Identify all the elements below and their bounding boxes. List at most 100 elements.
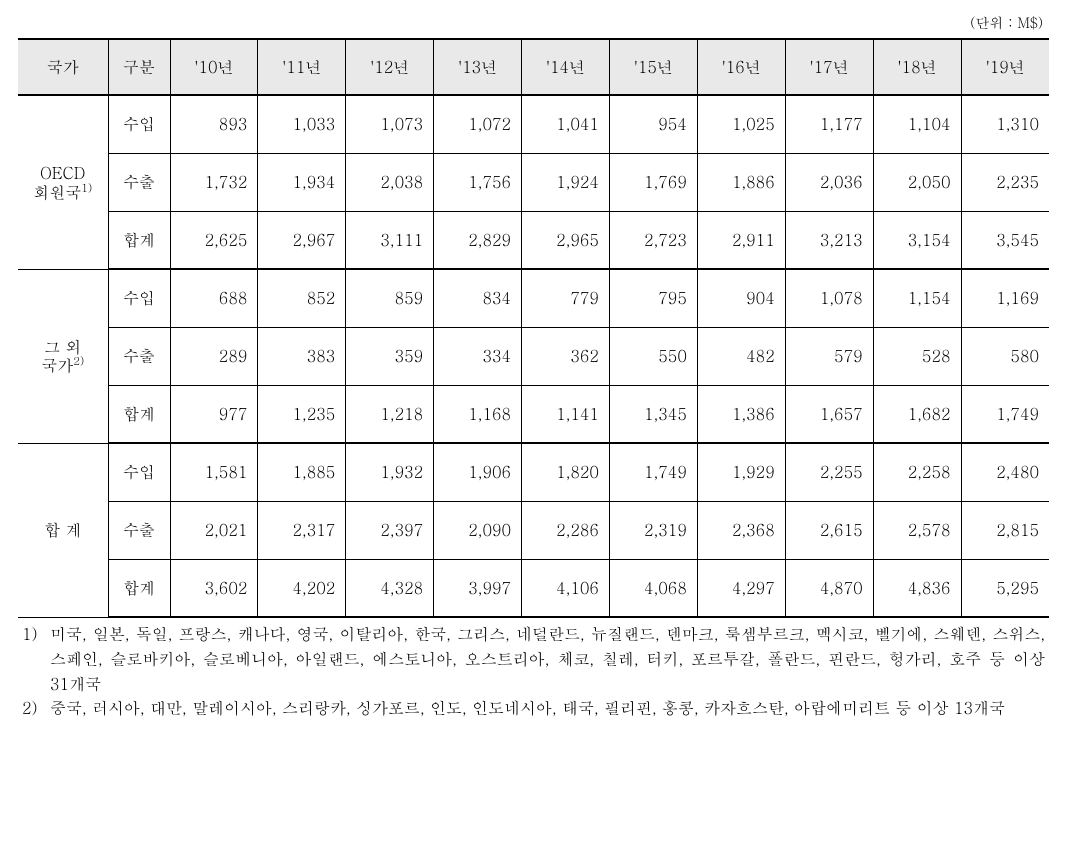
cell-value: 2,911 — [697, 211, 785, 269]
cell-value: 3,154 — [873, 211, 961, 269]
cell-value: 1,924 — [522, 153, 610, 211]
cell-value: 1,141 — [522, 385, 610, 443]
cell-value: 4,870 — [785, 559, 873, 617]
cell-value: 2,235 — [961, 153, 1049, 211]
cell-value: 334 — [434, 327, 522, 385]
footnote: 1) 미국, 일본, 독일, 프랑스, 캐나다, 영국, 이탈리아, 한국, 그… — [22, 622, 1045, 696]
row-type: 수입 — [108, 269, 170, 327]
row-type: 수출 — [108, 153, 170, 211]
row-type: 합계 — [108, 559, 170, 617]
footnote: 2) 중국, 러시아, 대만, 말레이시아, 스리랑카, 싱가포르, 인도, 인… — [22, 696, 1045, 721]
trade-table: 국가 구분 '10년 '11년 '12년 '13년 '14년 '15년 '16년… — [18, 38, 1049, 618]
footnote-text: 미국, 일본, 독일, 프랑스, 캐나다, 영국, 이탈리아, 한국, 그리스,… — [50, 622, 1045, 696]
cell-value: 579 — [785, 327, 873, 385]
cell-value: 2,050 — [873, 153, 961, 211]
cell-value: 1,235 — [258, 385, 346, 443]
cell-value: 1,756 — [434, 153, 522, 211]
cell-value: 1,732 — [170, 153, 258, 211]
table-row: 그 외국가2)수입6888528598347797959041,0781,154… — [18, 269, 1049, 327]
table-body: OECD회원국1)수입8931,0331,0731,0721,0419541,0… — [18, 95, 1049, 617]
cell-value: 3,602 — [170, 559, 258, 617]
cell-value: 2,038 — [346, 153, 434, 211]
th-year: '11년 — [258, 39, 346, 95]
row-type: 수입 — [108, 95, 170, 153]
row-type: 수출 — [108, 501, 170, 559]
cell-value: 1,025 — [697, 95, 785, 153]
cell-value: 1,154 — [873, 269, 961, 327]
th-year: '13년 — [434, 39, 522, 95]
cell-value: 1,886 — [697, 153, 785, 211]
cell-value: 2,815 — [961, 501, 1049, 559]
cell-value: 2,723 — [609, 211, 697, 269]
th-year: '16년 — [697, 39, 785, 95]
cell-value: 954 — [609, 95, 697, 153]
th-year: '15년 — [609, 39, 697, 95]
cell-value: 2,967 — [258, 211, 346, 269]
cell-value: 2,965 — [522, 211, 610, 269]
th-country: 국가 — [18, 39, 108, 95]
th-year: '10년 — [170, 39, 258, 95]
cell-value: 1,749 — [961, 385, 1049, 443]
cell-value: 362 — [522, 327, 610, 385]
cell-value: 1,929 — [697, 443, 785, 501]
cell-value: 1,104 — [873, 95, 961, 153]
group-label: 합 계 — [18, 443, 108, 617]
cell-value: 779 — [522, 269, 610, 327]
cell-value: 1,885 — [258, 443, 346, 501]
cell-value: 2,317 — [258, 501, 346, 559]
cell-value: 904 — [697, 269, 785, 327]
cell-value: 528 — [873, 327, 961, 385]
cell-value: 289 — [170, 327, 258, 385]
cell-value: 4,068 — [609, 559, 697, 617]
cell-value: 1,657 — [785, 385, 873, 443]
cell-value: 4,836 — [873, 559, 961, 617]
row-type: 합계 — [108, 211, 170, 269]
cell-value: 2,368 — [697, 501, 785, 559]
cell-value: 1,168 — [434, 385, 522, 443]
cell-value: 2,021 — [170, 501, 258, 559]
th-year: '14년 — [522, 39, 610, 95]
cell-value: 688 — [170, 269, 258, 327]
cell-value: 1,177 — [785, 95, 873, 153]
th-year: '18년 — [873, 39, 961, 95]
header-row: 국가 구분 '10년 '11년 '12년 '13년 '14년 '15년 '16년… — [18, 39, 1049, 95]
cell-value: 2,578 — [873, 501, 961, 559]
cell-value: 2,255 — [785, 443, 873, 501]
cell-value: 834 — [434, 269, 522, 327]
cell-value: 1,386 — [697, 385, 785, 443]
footnote-marker: 2) — [22, 696, 50, 721]
cell-value: 1,218 — [346, 385, 434, 443]
th-year: '12년 — [346, 39, 434, 95]
cell-value: 4,202 — [258, 559, 346, 617]
cell-value: 977 — [170, 385, 258, 443]
cell-value: 550 — [609, 327, 697, 385]
cell-value: 1,682 — [873, 385, 961, 443]
cell-value: 1,769 — [609, 153, 697, 211]
cell-value: 1,169 — [961, 269, 1049, 327]
cell-value: 4,328 — [346, 559, 434, 617]
cell-value: 3,997 — [434, 559, 522, 617]
cell-value: 1,310 — [961, 95, 1049, 153]
table-row: 수출1,7321,9342,0381,7561,9241,7691,8862,0… — [18, 153, 1049, 211]
cell-value: 2,829 — [434, 211, 522, 269]
cell-value: 2,397 — [346, 501, 434, 559]
th-year: '17년 — [785, 39, 873, 95]
cell-value: 1,033 — [258, 95, 346, 153]
cell-value: 1,820 — [522, 443, 610, 501]
cell-value: 859 — [346, 269, 434, 327]
group-label: OECD회원국1) — [18, 95, 108, 269]
group-label: 그 외국가2) — [18, 269, 108, 443]
cell-value: 4,297 — [697, 559, 785, 617]
cell-value: 2,286 — [522, 501, 610, 559]
cell-value: 4,106 — [522, 559, 610, 617]
cell-value: 1,041 — [522, 95, 610, 153]
table-row: 합계2,6252,9673,1112,8292,9652,7232,9113,2… — [18, 211, 1049, 269]
th-year: '19년 — [961, 39, 1049, 95]
cell-value: 383 — [258, 327, 346, 385]
footnote-text: 중국, 러시아, 대만, 말레이시아, 스리랑카, 싱가포르, 인도, 인도네시… — [50, 696, 1045, 721]
cell-value: 580 — [961, 327, 1049, 385]
table-row: 합계3,6024,2024,3283,9974,1064,0684,2974,8… — [18, 559, 1049, 617]
cell-value: 5,295 — [961, 559, 1049, 617]
cell-value: 852 — [258, 269, 346, 327]
cell-value: 1,906 — [434, 443, 522, 501]
